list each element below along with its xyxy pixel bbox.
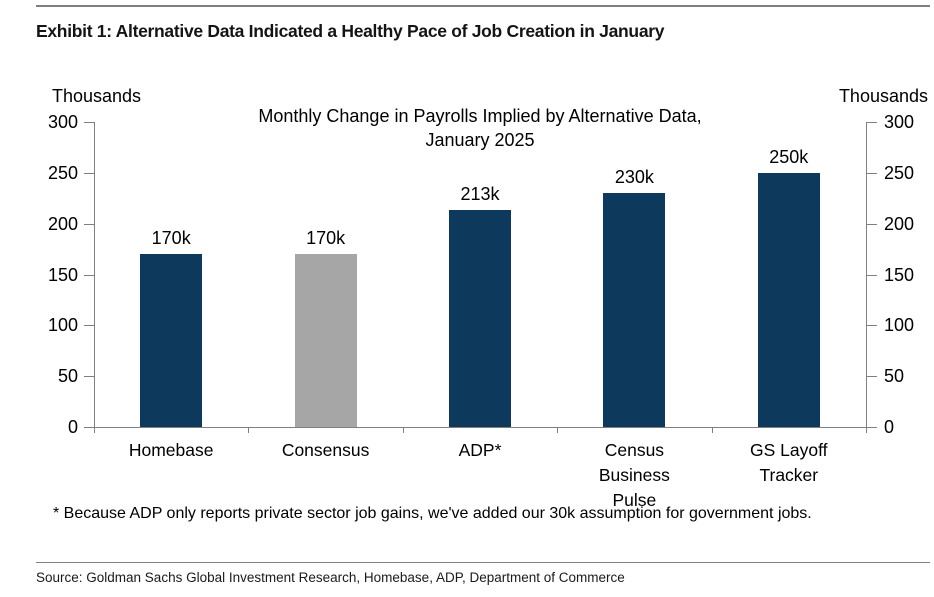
left-ytick-mark — [84, 427, 94, 428]
y-axis-right — [866, 122, 867, 433]
left-ytick-mark — [84, 122, 94, 123]
right-ytick-label: 250 — [884, 162, 915, 183]
xtick-mark — [711, 427, 713, 433]
left-ytick-label: 150 — [47, 264, 78, 285]
bar — [757, 172, 820, 427]
left-ytick-label: 0 — [67, 417, 78, 437]
footnote: * Because ADP only reports private secto… — [53, 505, 812, 522]
bar-value-label: 213k — [460, 184, 500, 205]
x-axis — [94, 427, 867, 428]
right-ytick-label: 50 — [884, 366, 905, 387]
top-rule — [36, 5, 930, 7]
chart-title: Monthly Change in Payrolls Implied by Al… — [200, 104, 760, 152]
right-ytick-mark — [867, 325, 877, 327]
right-ytick-label: 300 — [884, 112, 915, 132]
right-ytick-mark — [867, 122, 877, 123]
right-ytick-label: 200 — [884, 213, 915, 234]
bar-value-label: 230k — [614, 167, 654, 188]
exhibit-title: Exhibit 1: Alternative Data Indicated a … — [36, 21, 665, 41]
left-ytick-label: 300 — [47, 112, 78, 132]
left-ytick-mark — [84, 274, 94, 276]
left-ytick-mark — [84, 172, 94, 174]
chart-title-line2: January 2025 — [425, 130, 535, 150]
left-ytick-label: 100 — [47, 315, 78, 336]
xtick-mark — [557, 427, 559, 433]
left-ytick-label: 50 — [57, 366, 78, 387]
category-label: ADP* — [458, 440, 502, 460]
left-ytick-mark — [84, 223, 94, 225]
category-label: Homebase — [128, 440, 214, 460]
right-ytick-mark — [867, 274, 877, 276]
xtick-mark — [248, 427, 250, 433]
right-ytick-mark — [867, 172, 877, 174]
left-axis-unit-label: Thousands — [52, 86, 142, 106]
bar-value-label: 250k — [769, 146, 809, 167]
right-ytick-mark — [867, 427, 877, 428]
chart-title-line1: Monthly Change in Payrolls Implied by Al… — [258, 106, 702, 126]
right-ytick-mark — [867, 223, 877, 225]
bar — [603, 193, 666, 427]
left-ytick-label: 200 — [47, 213, 78, 234]
left-ytick-mark — [84, 325, 94, 327]
right-axis-unit-label: Thousands — [838, 86, 928, 106]
right-ytick-label: 0 — [884, 417, 895, 437]
source-line: Source: Goldman Sachs Global Investment … — [36, 570, 625, 585]
bar — [449, 210, 511, 427]
category-label: Consensus — [281, 440, 370, 460]
y-axis-left — [94, 122, 95, 433]
left-ytick-label: 250 — [47, 162, 78, 183]
right-ytick-label: 100 — [884, 315, 915, 336]
bar-value-label: 170k — [151, 228, 191, 249]
bar — [294, 254, 357, 427]
category-label: GS Layoff Tracker — [750, 440, 828, 485]
left-ytick-mark — [84, 376, 94, 378]
bar-value-label: 170k — [306, 228, 346, 249]
bottom-rule — [36, 562, 930, 563]
right-ytick-mark — [867, 376, 877, 378]
bar — [140, 254, 203, 427]
category-label: Census Business Pulse — [598, 440, 670, 510]
xtick-mark — [402, 427, 404, 433]
right-ytick-label: 150 — [884, 264, 915, 285]
